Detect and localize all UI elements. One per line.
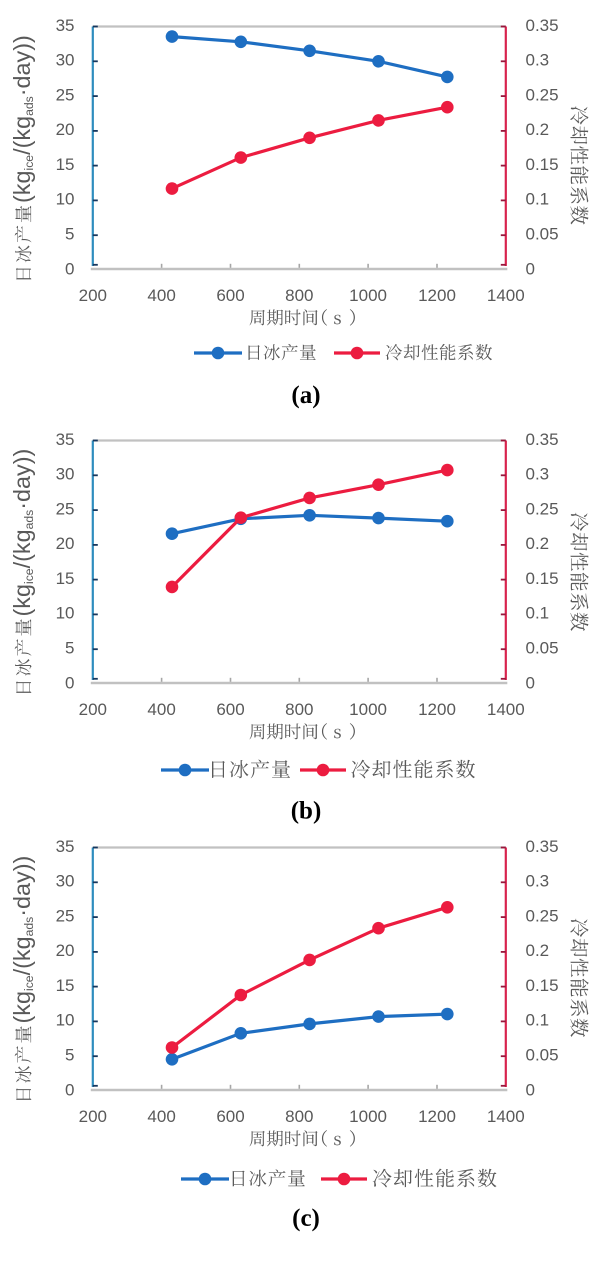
svg-text:0.25: 0.25 — [526, 85, 559, 104]
svg-text:800: 800 — [285, 286, 313, 305]
svg-text:1000: 1000 — [349, 286, 387, 305]
svg-text:25: 25 — [56, 85, 75, 104]
svg-text:5: 5 — [65, 225, 74, 244]
svg-text:30: 30 — [56, 51, 75, 70]
svg-text:15: 15 — [56, 155, 75, 174]
svg-text:10: 10 — [56, 1011, 75, 1030]
svg-text:800: 800 — [285, 1107, 313, 1126]
svg-text:0.05: 0.05 — [526, 1046, 559, 1065]
svg-text:0.25: 0.25 — [526, 499, 559, 518]
svg-text:0.15: 0.15 — [526, 569, 559, 588]
svg-text:35: 35 — [56, 430, 75, 449]
svg-text:0.1: 0.1 — [526, 190, 550, 209]
svg-text:5: 5 — [65, 1046, 74, 1065]
svg-text:0.3: 0.3 — [526, 465, 550, 484]
svg-text:(b): (b) — [291, 798, 322, 825]
svg-text:(c): (c) — [292, 1205, 320, 1232]
svg-text:30: 30 — [56, 872, 75, 891]
svg-text:0: 0 — [526, 673, 535, 692]
svg-text:5: 5 — [65, 639, 74, 658]
svg-text:15: 15 — [56, 569, 75, 588]
svg-text:0.3: 0.3 — [526, 51, 550, 70]
svg-text:0.15: 0.15 — [526, 976, 559, 995]
svg-text:1200: 1200 — [418, 700, 456, 719]
svg-text:0: 0 — [65, 673, 74, 692]
svg-text:(a): (a) — [291, 382, 320, 409]
svg-text:800: 800 — [285, 700, 313, 719]
svg-text:0: 0 — [526, 259, 535, 278]
svg-text:0.35: 0.35 — [526, 430, 559, 449]
svg-text:400: 400 — [147, 286, 175, 305]
svg-text:0.05: 0.05 — [526, 639, 559, 658]
svg-text:0.15: 0.15 — [526, 155, 559, 174]
svg-text:1200: 1200 — [418, 286, 456, 305]
svg-text:35: 35 — [56, 837, 75, 856]
svg-text:1400: 1400 — [487, 286, 525, 305]
svg-text:35: 35 — [56, 16, 75, 35]
svg-text:10: 10 — [56, 604, 75, 623]
svg-text:15: 15 — [56, 976, 75, 995]
svg-text:0.35: 0.35 — [526, 16, 559, 35]
svg-text:200: 200 — [79, 286, 107, 305]
svg-text:20: 20 — [56, 534, 75, 553]
svg-text:0.2: 0.2 — [526, 941, 550, 960]
svg-text:0: 0 — [65, 1080, 74, 1099]
svg-text:600: 600 — [216, 1107, 244, 1126]
svg-text:600: 600 — [216, 700, 244, 719]
svg-text:1400: 1400 — [487, 700, 525, 719]
svg-text:25: 25 — [56, 906, 75, 925]
svg-text:20: 20 — [56, 120, 75, 139]
svg-text:(kgice/(kgads·day)): (kgice/(kgads·day)) — [9, 856, 36, 1024]
svg-text:1200: 1200 — [418, 1107, 456, 1126]
svg-text:400: 400 — [147, 1107, 175, 1126]
svg-text:(kgice/(kgads·day)): (kgice/(kgads·day)) — [9, 35, 36, 203]
svg-text:200: 200 — [79, 1107, 107, 1126]
svg-text:20: 20 — [56, 941, 75, 960]
svg-text:10: 10 — [56, 190, 75, 209]
svg-text:0.2: 0.2 — [526, 534, 550, 553]
svg-text:0.1: 0.1 — [526, 604, 550, 623]
svg-text:30: 30 — [56, 465, 75, 484]
svg-text:0.1: 0.1 — [526, 1011, 550, 1030]
svg-text:0.25: 0.25 — [526, 906, 559, 925]
svg-text:1400: 1400 — [487, 1107, 525, 1126]
svg-text:200: 200 — [79, 700, 107, 719]
svg-text:1000: 1000 — [349, 1107, 387, 1126]
svg-text:0.35: 0.35 — [526, 837, 559, 856]
svg-text:1000: 1000 — [349, 700, 387, 719]
svg-text:600: 600 — [216, 286, 244, 305]
svg-text:0: 0 — [526, 1080, 535, 1099]
svg-text:(kgice/(kgads·day)): (kgice/(kgads·day)) — [9, 449, 36, 617]
svg-text:0.05: 0.05 — [526, 225, 559, 244]
svg-text:400: 400 — [147, 700, 175, 719]
svg-text:0.3: 0.3 — [526, 872, 550, 891]
svg-text:0: 0 — [65, 259, 74, 278]
svg-text:0.2: 0.2 — [526, 120, 550, 139]
svg-text:25: 25 — [56, 499, 75, 518]
